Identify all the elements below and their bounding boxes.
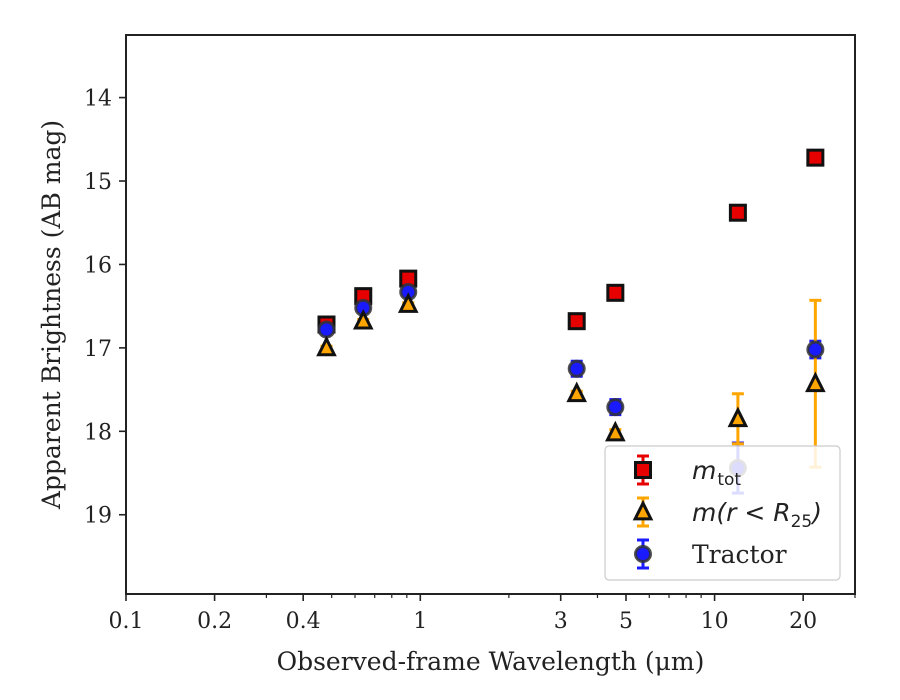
x-tick-label: 0.4 — [286, 609, 321, 634]
x-axis-label: Observed-frame Wavelength (μm) — [277, 647, 705, 676]
triangle-marker — [605, 420, 626, 442]
y-tick-label: 15 — [84, 170, 112, 195]
square-marker — [567, 312, 586, 331]
y-axis-label: Apparent Brightness (AB mag) — [37, 120, 66, 510]
square-marker — [606, 283, 625, 302]
x-tick-label: 10 — [701, 609, 729, 634]
triangle-marker — [727, 406, 749, 428]
data-markers — [316, 148, 826, 478]
axis-ticks: 0.1 0.2 0.4 1 3 5 10 20 14 15 16 17 18 19 — [84, 87, 856, 634]
plot-frame — [125, 34, 856, 595]
x-tick-label: 5 — [619, 609, 633, 634]
x-tick-label: 0.1 — [109, 609, 144, 634]
legend-box — [604, 445, 841, 581]
triangle-marker — [805, 371, 826, 393]
circle-marker — [606, 398, 625, 417]
triangle-marker — [397, 292, 419, 313]
triangle-marker — [352, 308, 374, 330]
circle-marker — [317, 320, 336, 339]
triangle-marker — [316, 335, 337, 357]
legend-label-mtot: mtot — [692, 456, 741, 490]
y-tick-label: 19 — [84, 504, 112, 529]
y-tick-label: 16 — [84, 253, 112, 278]
legend-label-tractor: Tractor — [692, 540, 787, 569]
legend-circle-marker — [634, 545, 652, 563]
circle-marker — [567, 359, 586, 378]
x-tick-label: 3 — [554, 609, 568, 634]
x-tick-label: 20 — [789, 609, 817, 634]
circle-marker — [806, 340, 825, 359]
triangle-marker — [566, 381, 588, 403]
legend-label-mr25: m(r < R25) — [692, 498, 822, 532]
legend-triangle-marker — [632, 499, 654, 521]
x-tick-label: 0.2 — [197, 609, 232, 634]
y-tick-label: 17 — [84, 337, 112, 362]
square-marker — [806, 148, 825, 167]
legend: mtot m(r < R25) Tractor — [604, 445, 841, 581]
square-marker — [728, 203, 747, 222]
x-tick-label: 1 — [413, 609, 427, 634]
legend-square-marker — [634, 461, 652, 479]
y-tick-label: 18 — [84, 420, 112, 445]
y-tick-label: 14 — [84, 87, 112, 112]
